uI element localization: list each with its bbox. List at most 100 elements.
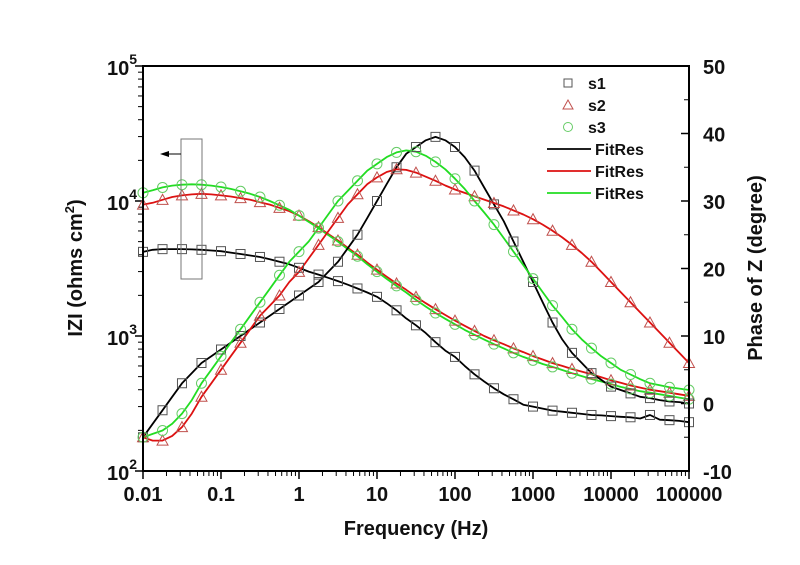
marker-circle-s3 (644, 387, 656, 399)
marker-square-s1 (488, 199, 499, 210)
marker-circle-s3 (332, 236, 344, 248)
marker-circle-s3 (625, 368, 637, 380)
marker-circle-s3 (293, 210, 305, 222)
y-left-tick-exp: 2 (129, 456, 137, 472)
marker-triangle-s2 (624, 295, 637, 308)
y-right-tick-label: 50 (703, 57, 725, 79)
marker-square-s1 (294, 290, 304, 301)
x-tick-label: 1 (293, 484, 304, 506)
marker-square-s1 (508, 236, 519, 247)
fit-line-s3-modulus (142, 183, 690, 401)
y-left-title-sup: 2 (62, 206, 77, 213)
y-right-tick-label: 20 (703, 260, 725, 282)
fit-line-s2-phase (142, 168, 690, 442)
marker-square-s1 (586, 368, 597, 379)
marker-circle-s3 (644, 377, 656, 389)
marker-circle-s3 (254, 191, 266, 203)
marker-circle-s3 (235, 185, 247, 197)
marker-circle-s3 (527, 354, 539, 366)
marker-circle-s3 (507, 347, 519, 359)
marker-circle-s3 (313, 222, 325, 234)
marker-square-s1 (352, 283, 363, 294)
y-left-tick-label: 103 (107, 321, 137, 350)
marker-triangle-s2 (585, 367, 598, 380)
marker-square-s1 (391, 305, 402, 316)
marker-square-s1 (332, 256, 343, 267)
marker-square-s1 (566, 407, 577, 418)
marker-circle-s3 (215, 181, 227, 193)
y-left-tick-label: 102 (107, 456, 137, 485)
marker-square-s1 (176, 378, 187, 389)
marker-triangle-s2 (468, 189, 481, 202)
marker-square-s1 (352, 229, 363, 240)
marker-square-s1 (644, 393, 655, 404)
marker-square-s1 (313, 269, 324, 280)
marker-square-s1 (410, 142, 421, 152)
marker-triangle-s2 (507, 203, 520, 216)
marker-circle-s3 (469, 329, 481, 341)
marker-square-s1 (235, 248, 246, 259)
marker-circle-s3 (273, 199, 285, 211)
marker-circle-s3 (488, 219, 500, 231)
plot-frame (142, 65, 690, 472)
marker-circle-s3 (449, 173, 461, 185)
marker-square-s1 (606, 381, 616, 392)
y-left-tick-base: 10 (107, 463, 129, 485)
marker-circle-s3 (391, 146, 403, 158)
marker-triangle-s2 (292, 265, 306, 277)
y-left-tick-label: 104 (107, 186, 137, 215)
marker-square-s1 (196, 244, 207, 255)
marker-circle-s3 (391, 280, 403, 292)
y-right-tick-label: 10 (703, 327, 725, 349)
marker-square-s1 (216, 246, 226, 257)
axes-layer: 0.01 0.1 1 10 100 1000 10000 100000102103104105… (107, 51, 732, 506)
marker-triangle-s2 (175, 188, 189, 201)
marker-circle-s3 (371, 266, 383, 278)
marker-triangle-s2 (370, 170, 384, 183)
marker-triangle-s2 (331, 233, 345, 246)
marker-square-s1 (625, 388, 636, 399)
marker-square-s1 (332, 276, 343, 287)
y-left-axis-title: IZI (ohms cm2) (62, 199, 87, 336)
marker-circle-s3 (351, 250, 363, 262)
x-tick-label: 1000 (511, 484, 556, 506)
x-tick-label: 100000 (656, 484, 723, 506)
marker-square-s1 (372, 196, 382, 206)
marker-triangle-s2 (643, 315, 657, 328)
marker-square-s1 (274, 304, 285, 314)
marker-square-s1 (157, 244, 168, 255)
marker-triangle-s2 (234, 191, 247, 204)
legend-label: FitRes (595, 164, 644, 181)
marker-circle-s3 (547, 361, 559, 373)
marker-circle-s3 (332, 195, 344, 207)
y-left-tick-base: 10 (107, 58, 129, 80)
y-right-axis-title: Phase of Z (degree) (745, 175, 767, 361)
marker-square-s1 (547, 317, 558, 328)
marker-circle-s3 (585, 373, 597, 385)
marker-square-s1 (508, 394, 519, 405)
marker-circle-s3 (488, 338, 500, 350)
marker-triangle-s2 (409, 166, 423, 178)
marker-triangle-s2 (565, 362, 579, 374)
x-tick-label: 0.01 (124, 484, 163, 506)
marker-triangle-s2 (390, 162, 403, 175)
marker-triangle-s2 (156, 434, 169, 446)
fit-line-s1-phase (142, 136, 690, 438)
x-tick-label: 100 (438, 484, 471, 506)
y-left-tick-exp: 5 (129, 51, 137, 67)
marker-circle-s3 (215, 350, 227, 362)
annotation-box (180, 138, 203, 280)
marker-square-s1 (547, 405, 558, 416)
marker-triangle-s2 (175, 420, 189, 433)
marker-triangle-s2 (312, 238, 325, 250)
marker-circle-s3 (547, 300, 559, 312)
marker-square-s1 (235, 331, 246, 341)
marker-circle-s3 (429, 156, 441, 168)
y-right-tick-label: 40 (703, 125, 725, 147)
marker-triangle-s2 (370, 263, 384, 275)
marker-triangle-s2 (643, 383, 657, 395)
marker-triangle-s2 (214, 363, 228, 375)
marker-circle-s3 (293, 246, 305, 258)
marker-circle-s3 (254, 296, 266, 308)
legend-square-icon (563, 78, 573, 88)
